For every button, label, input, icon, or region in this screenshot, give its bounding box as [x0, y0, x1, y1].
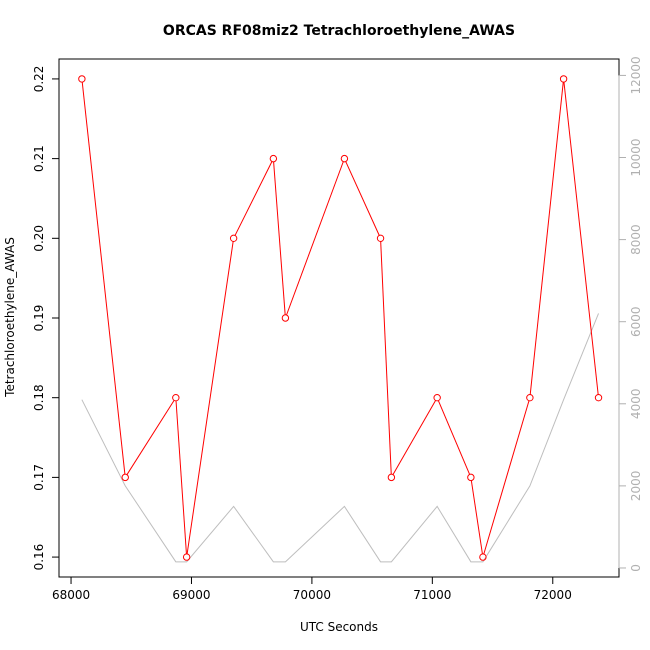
series-segment — [345, 161, 380, 236]
data-point — [78, 75, 86, 83]
data-point — [479, 553, 487, 561]
data-point — [172, 393, 180, 402]
data-point — [467, 473, 475, 482]
y-tick-label: 0.22 — [32, 66, 46, 93]
data-point — [387, 473, 396, 482]
y-tick-label: 0.17 — [32, 464, 46, 491]
series-line — [81, 313, 599, 563]
series-segment — [273, 161, 286, 315]
data-point — [433, 393, 441, 402]
series-segment — [483, 400, 530, 555]
y2-tick-label: 10000 — [629, 138, 643, 176]
series-segment — [186, 241, 234, 554]
data-point — [340, 154, 349, 163]
series-layer — [78, 75, 603, 563]
y2-axis: 0 2000 4000 6000 8000 10000 12000 — [618, 56, 643, 572]
y2-tick-label: 2000 — [629, 471, 643, 502]
x-tick-label: 72000 — [534, 588, 572, 602]
series-segment — [126, 400, 175, 475]
series-segment — [470, 480, 483, 554]
x-tick-label: 68000 — [52, 588, 90, 602]
series-segment — [175, 400, 187, 554]
y-tick-label: 0.19 — [32, 305, 46, 332]
data-point — [594, 393, 603, 402]
x-axis-label: UTC Seconds — [300, 620, 378, 634]
chart-title: ORCAS RF08miz2 Tetrachloroethylene_AWAS — [163, 23, 515, 39]
y-tick-label: 0.21 — [32, 145, 46, 172]
y-tick-label: 0.20 — [32, 225, 46, 252]
plot-frame — [58, 58, 620, 578]
series-segment — [81, 82, 126, 475]
x-tick-label: 71000 — [413, 588, 451, 602]
x-tick-label: 70000 — [293, 588, 331, 602]
y2-tick-label: 0 — [629, 564, 643, 572]
data-point — [229, 234, 238, 243]
x-tick-label: 69000 — [172, 588, 210, 602]
data-point — [182, 553, 191, 561]
y-axis-label: Tetrachloroethylene_AWAS — [3, 237, 17, 398]
y2-tick-label: 8000 — [629, 224, 643, 255]
series-segment — [529, 82, 564, 395]
y-axis: 0.16 0.17 0.18 0.19 0.20 0.21 0.22 — [32, 66, 60, 571]
series-segment — [286, 161, 344, 316]
y2-tick-label: 12000 — [629, 56, 643, 94]
data-point — [281, 314, 290, 322]
data-point — [526, 393, 534, 402]
data-point — [121, 473, 129, 482]
data-point — [376, 234, 385, 243]
series-segment — [563, 82, 599, 395]
data-point — [269, 154, 278, 163]
series-segment — [234, 161, 273, 236]
y-tick-label: 0.18 — [32, 384, 46, 411]
y2-tick-label: 4000 — [629, 389, 643, 420]
y2-tick-label: 6000 — [629, 306, 643, 337]
series-segment — [380, 241, 392, 475]
y-tick-label: 0.16 — [32, 544, 46, 571]
x-axis: 68000 69000 70000 71000 72000 — [52, 576, 572, 602]
series-segment — [437, 400, 471, 475]
data-point — [559, 75, 568, 83]
series-segment — [392, 400, 436, 475]
